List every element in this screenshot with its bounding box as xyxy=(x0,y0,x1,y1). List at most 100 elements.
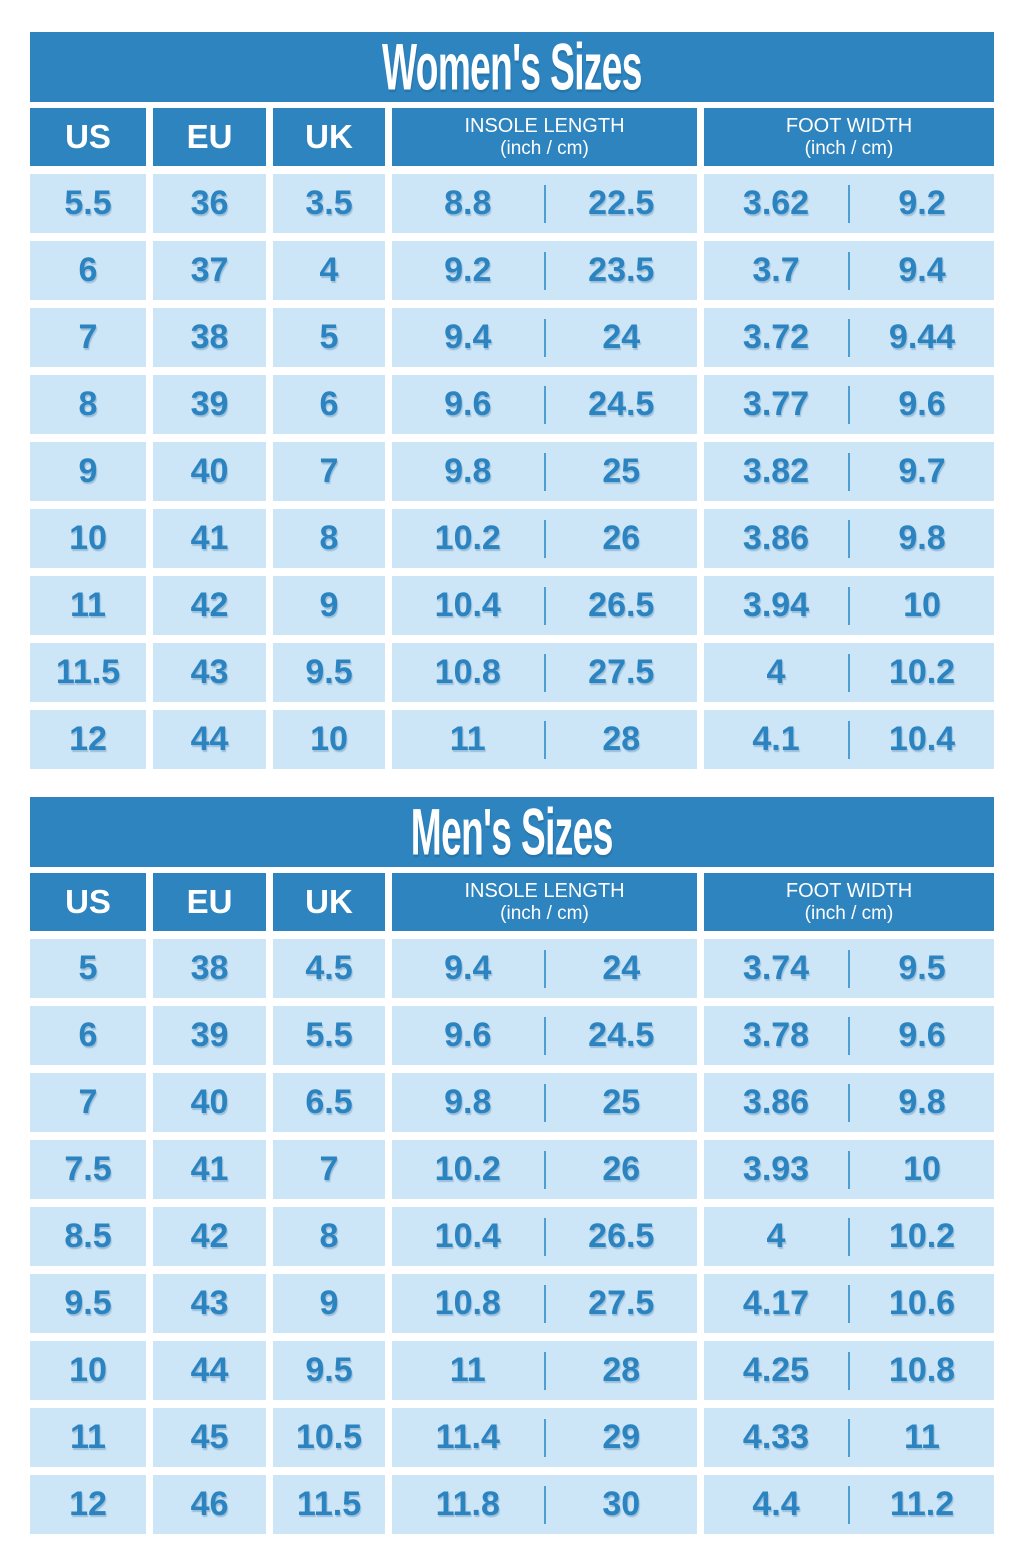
insole-length-units: (inch / cm) xyxy=(500,902,589,924)
uk-value: 4 xyxy=(273,241,385,300)
uk-value: 6 xyxy=(273,375,385,434)
width-cm-value: 10.2 xyxy=(888,653,956,691)
insole-cm-value: 24 xyxy=(602,949,641,987)
divider-line xyxy=(848,251,850,290)
eu-value: 37 xyxy=(153,241,266,300)
eu-value: 40 xyxy=(153,442,266,501)
insole-inch-value: 10.4 xyxy=(434,586,501,624)
insole-inch-value: 10.2 xyxy=(434,1150,501,1188)
uk-value: 5.5 xyxy=(273,1006,385,1065)
width-cm-value: 10.4 xyxy=(888,720,956,758)
us-value: 11 xyxy=(30,576,146,635)
foot-width-cell: 3.78 9.6 xyxy=(704,1006,994,1065)
width-cm-value: 9.6 xyxy=(898,1016,946,1054)
us-value: 5 xyxy=(30,939,146,998)
us-value: 8.5 xyxy=(30,1207,146,1266)
insole-length-cell: 9.6 24.5 xyxy=(392,375,697,434)
insole-inch-value: 8.8 xyxy=(444,184,492,222)
insole-inch-value: 11.8 xyxy=(435,1485,500,1523)
width-cm-value: 9.8 xyxy=(898,519,946,557)
width-inch-value: 4.33 xyxy=(742,1418,810,1456)
width-cm-value: 10.6 xyxy=(888,1284,956,1322)
us-value: 6 xyxy=(30,241,146,300)
divider-line xyxy=(848,586,850,625)
insole-length-cell: 9.8 25 xyxy=(392,1073,697,1132)
width-inch-value: 3.86 xyxy=(742,519,810,557)
width-inch-value: 3.62 xyxy=(742,184,810,222)
insole-cm-value: 27.5 xyxy=(588,653,655,691)
insole-inch-value: 10.8 xyxy=(434,1284,501,1322)
womens-grid: US EU UK INSOLE LENGTH (inch / cm) FOOT … xyxy=(30,108,994,769)
foot-width-cell: 4.25 10.8 xyxy=(704,1341,994,1400)
insole-length-cell: 9.2 23.5 xyxy=(392,241,697,300)
divider-line xyxy=(543,519,546,558)
foot-width-cell: 4.4 11.2 xyxy=(704,1475,994,1534)
foot-width-cell: 4.17 10.6 xyxy=(704,1274,994,1333)
width-inch-value: 3.94 xyxy=(742,586,810,624)
width-inch-value: 4.4 xyxy=(752,1485,800,1523)
column-header-eu: EU xyxy=(153,108,266,166)
width-inch-value: 3.7 xyxy=(752,251,800,289)
width-inch-value: 3.86 xyxy=(742,1083,810,1121)
insole-cm-value: 23.5 xyxy=(588,251,655,289)
uk-value: 4.5 xyxy=(273,939,385,998)
us-value: 7.5 xyxy=(30,1140,146,1199)
eu-value: 38 xyxy=(153,939,266,998)
us-value: 12 xyxy=(30,1475,146,1534)
divider-line xyxy=(848,949,850,988)
column-header-foot-width: FOOT WIDTH (inch / cm) xyxy=(704,873,994,931)
insole-inch-value: 9.6 xyxy=(444,1016,492,1054)
insole-length-cell: 10.2 26 xyxy=(392,1140,697,1199)
column-header-us: US xyxy=(30,108,146,166)
insole-length-cell: 11 28 xyxy=(392,710,697,769)
divider-line xyxy=(543,1150,546,1189)
width-inch-value: 4 xyxy=(766,653,786,691)
uk-value: 9.5 xyxy=(273,643,385,702)
foot-width-cell: 3.94 10 xyxy=(704,576,994,635)
us-value: 5.5 xyxy=(30,174,146,233)
foot-width-cell: 3.7 9.4 xyxy=(704,241,994,300)
mens-title-bar: Men's Sizes xyxy=(30,795,994,869)
insole-cm-value: 22.5 xyxy=(588,184,655,222)
us-value: 10 xyxy=(30,1341,146,1400)
eu-value: 43 xyxy=(153,1274,266,1333)
insole-cm-value: 26 xyxy=(602,519,641,557)
width-inch-value: 4 xyxy=(766,1217,786,1255)
width-cm-value: 11.2 xyxy=(889,1485,955,1523)
eu-value: 40 xyxy=(153,1073,266,1132)
us-value: 7 xyxy=(30,308,146,367)
insole-length-cell: 10.2 26 xyxy=(392,509,697,568)
insole-length-cell: 9.4 24 xyxy=(392,939,697,998)
width-cm-value: 9.4 xyxy=(898,251,946,289)
insole-length-cell: 8.8 22.5 xyxy=(392,174,697,233)
insole-inch-value: 11.4 xyxy=(435,1418,500,1456)
us-value: 6 xyxy=(30,1006,146,1065)
width-cm-value: 10.2 xyxy=(888,1217,956,1255)
insole-cm-value: 26 xyxy=(602,1150,641,1188)
divider-line xyxy=(543,184,546,223)
uk-value: 9.5 xyxy=(273,1341,385,1400)
foot-width-cell: 4 10.2 xyxy=(704,1207,994,1266)
uk-value: 11.5 xyxy=(273,1475,385,1534)
eu-value: 38 xyxy=(153,308,266,367)
uk-value: 7 xyxy=(273,1140,385,1199)
uk-value: 5 xyxy=(273,308,385,367)
foot-width-cell: 3.74 9.5 xyxy=(704,939,994,998)
insole-cm-value: 28 xyxy=(602,720,641,758)
width-inch-value: 4.1 xyxy=(752,720,800,758)
foot-width-cell: 4.1 10.4 xyxy=(704,710,994,769)
width-inch-value: 3.77 xyxy=(742,385,810,423)
womens-title-bar: Women's Sizes xyxy=(30,30,994,104)
insole-inch-value: 10.4 xyxy=(434,1217,501,1255)
column-header-uk: UK xyxy=(273,108,385,166)
uk-value: 9 xyxy=(273,1274,385,1333)
width-cm-value: 10 xyxy=(903,586,941,624)
insole-length-cell: 9.6 24.5 xyxy=(392,1006,697,1065)
eu-value: 45 xyxy=(153,1408,266,1467)
uk-value: 3.5 xyxy=(273,174,385,233)
insole-inch-value: 9.4 xyxy=(444,318,492,356)
insole-cm-value: 24 xyxy=(602,318,641,356)
us-value: 7 xyxy=(30,1073,146,1132)
uk-value: 8 xyxy=(273,1207,385,1266)
divider-line xyxy=(543,318,546,357)
